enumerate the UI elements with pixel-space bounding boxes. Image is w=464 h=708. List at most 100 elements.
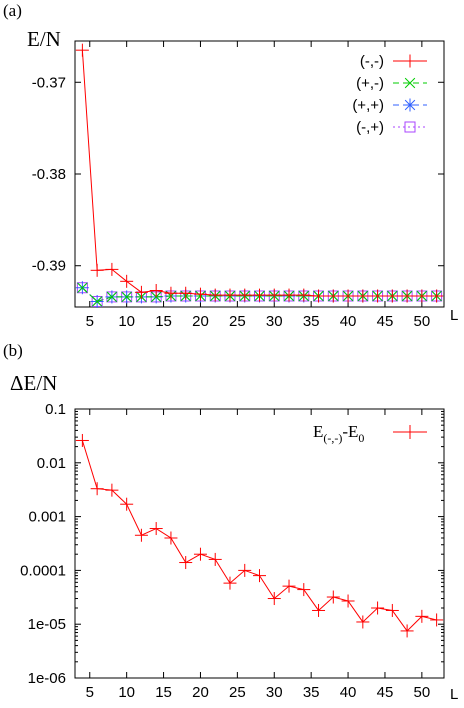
data-point-b-0-23	[415, 609, 429, 623]
y-tick-label-b-0: 0.1	[45, 401, 66, 418]
y-tick-label-a-0: -0.37	[32, 74, 66, 91]
panel-a-label: (a)	[3, 1, 22, 20]
x-tick-label-b-9: 50	[414, 684, 431, 701]
data-point-b-0-24	[430, 613, 444, 627]
legend-a-label-0: (-,-)	[360, 53, 384, 70]
data-point-a-0-8	[193, 287, 207, 301]
y-tick-label-b-1: 0.01	[37, 455, 66, 472]
panel-a-legend: (-,-) (+,-) (+,+) (-,+)	[352, 53, 427, 136]
data-point-b-0-13	[267, 592, 281, 606]
panel-b-xlabel: L	[450, 686, 458, 703]
data-point-b-0-20	[371, 601, 385, 615]
data-point-a-0-15	[297, 288, 311, 302]
x-tick-label-a-5: 30	[266, 313, 283, 330]
data-point-b-0-8	[193, 547, 207, 561]
x-tick-label-a-2: 15	[155, 313, 172, 330]
data-point-b-0-22	[400, 624, 414, 638]
data-point-a-0-10	[223, 288, 237, 302]
data-point-b-0-3	[120, 497, 134, 511]
data-point-a-0-11	[238, 288, 252, 302]
data-point-b-0-7	[179, 556, 193, 570]
panel-a-xlabel: L	[450, 307, 458, 324]
data-point-b-0-15	[297, 583, 311, 597]
plot-area-b: 5 10 15 20 25 30 35 40 45 50 0.1 0.01 0.001 0.0001 1e-…	[20, 401, 445, 701]
data-point-b-0-19	[356, 615, 370, 629]
data-point-a-0-23	[415, 289, 429, 303]
data-point-a-0-4	[134, 285, 148, 299]
plot-area-a: 5 10 15 20 25 30 35 40 45 50 -0.37 -0.38 -0.39 (-,-) (…	[32, 40, 445, 330]
x-tick-label-b-0: 5	[86, 684, 94, 701]
x-tick-label-a-7: 40	[340, 313, 357, 330]
x-tick-label-b-5: 30	[266, 684, 283, 701]
panel-b-ylabel: ΔE/N	[10, 371, 57, 395]
panel-b-legend: E(-,-)-E0	[313, 422, 427, 445]
data-point-a-0-3	[120, 274, 134, 288]
data-point-a-1-3	[121, 291, 132, 303]
legend-a-label-3: (-,+)	[356, 119, 384, 136]
data-point-b-0-2	[105, 483, 119, 497]
x-tick-label-a-4: 25	[229, 313, 246, 330]
data-point-a-0-5	[149, 283, 163, 297]
data-point-a-0-14	[282, 288, 296, 302]
x-tick-label-a-8: 45	[377, 313, 394, 330]
legend-a-marker-sample-1	[404, 77, 416, 89]
data-point-a-0-20	[371, 289, 385, 303]
data-point-a-0-6	[164, 286, 178, 300]
data-point-a-0-1	[90, 263, 104, 277]
data-point-a-1-2	[106, 291, 118, 303]
data-point-a-0-12	[253, 288, 266, 302]
x-tick-label-b-4: 25	[229, 684, 246, 701]
x-tick-label-b-7: 40	[340, 684, 357, 701]
panel-a-ylabel: E/N	[27, 27, 61, 51]
data-point-b-0-0	[75, 433, 89, 447]
data-point-b-0-10	[223, 576, 237, 590]
plot-frame-a	[74, 40, 445, 308]
legend-b-marker-sample	[403, 425, 417, 439]
data-point-b-0-17	[326, 590, 340, 604]
data-point-a-0-19	[356, 289, 370, 303]
data-point-b-0-21	[385, 603, 399, 617]
legend-a-marker-sample-3	[404, 121, 416, 133]
data-point-b-0-14	[282, 579, 296, 593]
data-point-b-0-4	[134, 528, 148, 542]
legend-a-marker-sample-2	[403, 98, 417, 112]
y-tick-label-a-2: -0.39	[32, 258, 66, 275]
data-point-b-0-9	[208, 552, 222, 566]
x-tick-label-a-6: 35	[303, 313, 320, 330]
data-point-a-0-16	[312, 289, 326, 303]
y-tick-label-b-5: 1e-06	[28, 670, 66, 687]
data-point-a-0-24	[430, 289, 444, 303]
x-tick-label-b-1: 10	[118, 684, 135, 701]
data-point-b-0-12	[253, 569, 266, 583]
data-point-b-0-1	[90, 482, 104, 496]
data-point-b-0-18	[341, 594, 355, 608]
y-tick-label-b-3: 0.0001	[20, 562, 66, 579]
x-tick-label-a-0: 5	[86, 313, 94, 330]
data-point-a-0-18	[341, 289, 355, 303]
data-point-a-0-22	[400, 289, 414, 303]
data-point-a-0-13	[267, 288, 281, 302]
data-point-a-1-0	[77, 282, 88, 293]
data-point-a-0-7	[179, 286, 193, 300]
panel-b-label: (b)	[3, 341, 23, 360]
y-tick-label-b-4: 1e-05	[28, 616, 66, 633]
legend-b-entry-label: E(-,-)-E0	[313, 422, 364, 445]
x-tick-label-b-2: 15	[155, 684, 172, 701]
y-tick-label-a-1: -0.38	[32, 166, 66, 183]
x-tick-label-b-8: 45	[377, 684, 394, 701]
data-point-a-0-9	[208, 288, 222, 302]
data-point-b-0-5	[149, 522, 163, 536]
data-point-a-0-0	[75, 43, 89, 57]
legend-a-label-1: (+,-)	[356, 75, 384, 92]
x-tick-label-a-3: 20	[192, 313, 209, 330]
data-point-a-0-21	[385, 289, 399, 303]
data-point-b-0-11	[238, 563, 252, 577]
x-tick-label-a-1: 10	[118, 313, 135, 330]
data-point-a-0-17	[326, 289, 340, 303]
x-tick-label-b-6: 35	[303, 684, 320, 701]
plot-frame-b	[74, 408, 445, 679]
x-tick-label-a-9: 50	[414, 313, 431, 330]
data-point-a-0-2	[105, 262, 119, 276]
x-tick-label-b-3: 20	[192, 684, 209, 701]
